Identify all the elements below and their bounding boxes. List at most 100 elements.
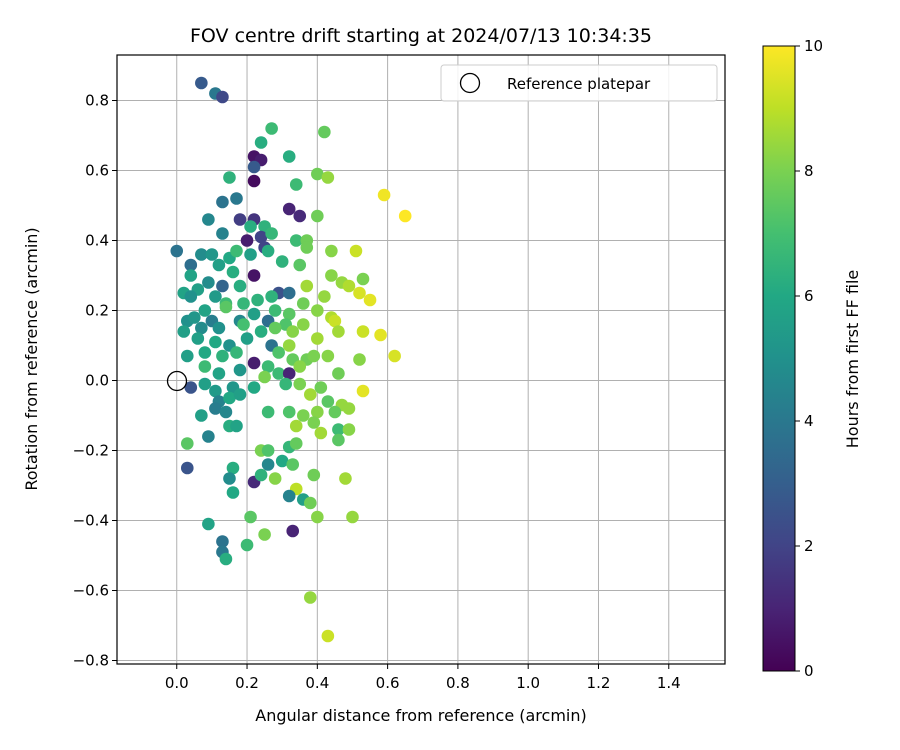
scatter-point: [247, 356, 261, 370]
scatter-point: [177, 325, 191, 338]
scatter-point: [237, 318, 250, 331]
scatter-point: [247, 381, 261, 394]
y-tick-label: 0.0: [85, 372, 109, 390]
scatter-point: [212, 258, 226, 272]
scatter-point: [388, 349, 401, 363]
y-tick-label: −0.2: [73, 442, 109, 460]
x-tick-label: 0.6: [376, 674, 400, 692]
scatter-point: [321, 349, 335, 363]
y-tick-label: 0.8: [85, 92, 109, 110]
scatter-point: [289, 234, 303, 247]
scatter-point: [261, 405, 275, 419]
scatter-point: [325, 269, 338, 282]
colorbar-tick-label: 6: [804, 287, 814, 305]
scatter-point: [356, 384, 370, 398]
scatter-point: [244, 248, 257, 261]
scatter-point: [293, 209, 307, 223]
scatter-point: [219, 552, 233, 566]
scatter-point: [240, 538, 254, 552]
scatter-point: [293, 258, 307, 272]
scatter-point: [240, 332, 254, 345]
scatter-point: [300, 279, 314, 293]
scatter-point: [300, 241, 314, 254]
scatter-point: [233, 279, 247, 293]
scatter-point: [202, 276, 215, 289]
scatter-point: [377, 188, 391, 202]
scatter-point: [353, 286, 366, 300]
colorbar: 0 2 4 6 8 10 Hours from first FF file: [762, 37, 862, 680]
scatter-point: [219, 405, 233, 419]
scatter-point: [184, 269, 198, 282]
scatter-point: [314, 426, 328, 440]
scatter-point: [195, 76, 208, 90]
scatter-point: [296, 297, 310, 310]
scatter-point: [180, 349, 194, 363]
scatter-point: [289, 419, 303, 433]
scatter-point: [261, 444, 275, 457]
scatter-point: [296, 318, 310, 331]
scatter-point: [282, 489, 296, 503]
colorbar-tick-label: 10: [804, 37, 823, 55]
scatter-point: [282, 286, 296, 300]
scatter-point: [311, 510, 324, 524]
scatter-point: [342, 279, 356, 293]
scatter-point: [282, 202, 296, 216]
scatter-point: [282, 367, 296, 380]
legend-box: [440, 64, 718, 102]
scatter-point: [356, 272, 370, 286]
scatter-point: [212, 321, 226, 335]
scatter-point: [307, 416, 321, 429]
scatter-point: [282, 307, 296, 321]
scatter-point: [209, 290, 222, 303]
x-tick-label: 1.0: [516, 674, 540, 692]
scatter-point: [198, 360, 212, 373]
scatter-point: [244, 510, 257, 524]
scatter-point: [254, 325, 268, 338]
scatter-point: [296, 409, 310, 422]
scatter-point: [233, 388, 247, 401]
scatter-point: [184, 258, 198, 272]
scatter-point: [268, 304, 282, 317]
scatter-point: [286, 325, 300, 338]
x-tick-label: 0.4: [305, 674, 329, 692]
scatter-point: [339, 472, 352, 485]
scatter-point: [226, 461, 240, 475]
scatter-point: [311, 405, 324, 419]
y-axis-label: Rotation from reference (arcmin): [22, 227, 41, 490]
scatter-point: [272, 367, 285, 380]
scatter-point: [198, 304, 212, 317]
scatter-point: [307, 349, 321, 363]
scatter-point: [328, 405, 342, 419]
scatter-point: [247, 269, 261, 282]
scatter-point: [198, 377, 212, 391]
colorbar-label: Hours from first FF file: [843, 270, 862, 449]
scatter-point: [233, 213, 247, 226]
scatter-point: [233, 363, 247, 377]
scatter-point: [286, 524, 300, 538]
colorbar-tick-label: 0: [804, 662, 814, 680]
scatter-point: [216, 90, 229, 104]
scatter-point: [332, 367, 345, 380]
scatter-point: [247, 174, 261, 188]
scatter-point: [188, 311, 201, 324]
legend: Reference platepar: [440, 64, 718, 102]
scatter-point: [223, 472, 236, 485]
scatter-point: [198, 346, 212, 359]
scatter-point: [202, 213, 215, 226]
scatter-point: [230, 346, 243, 359]
scatter-point: [311, 332, 324, 345]
scatter-point: [254, 468, 268, 482]
scatter-point: [321, 171, 335, 184]
scatter-point: [303, 496, 317, 510]
data-points: [170, 76, 412, 643]
scatter-point: [226, 486, 240, 499]
scatter-point: [184, 381, 198, 394]
scatter-point: [261, 360, 275, 373]
scatter-point: [216, 349, 229, 363]
scatter-point: [247, 160, 261, 174]
scatter-point: [332, 433, 345, 447]
scatter-point: [216, 279, 229, 293]
scatter-point: [321, 629, 335, 643]
scatter-point: [275, 454, 289, 468]
